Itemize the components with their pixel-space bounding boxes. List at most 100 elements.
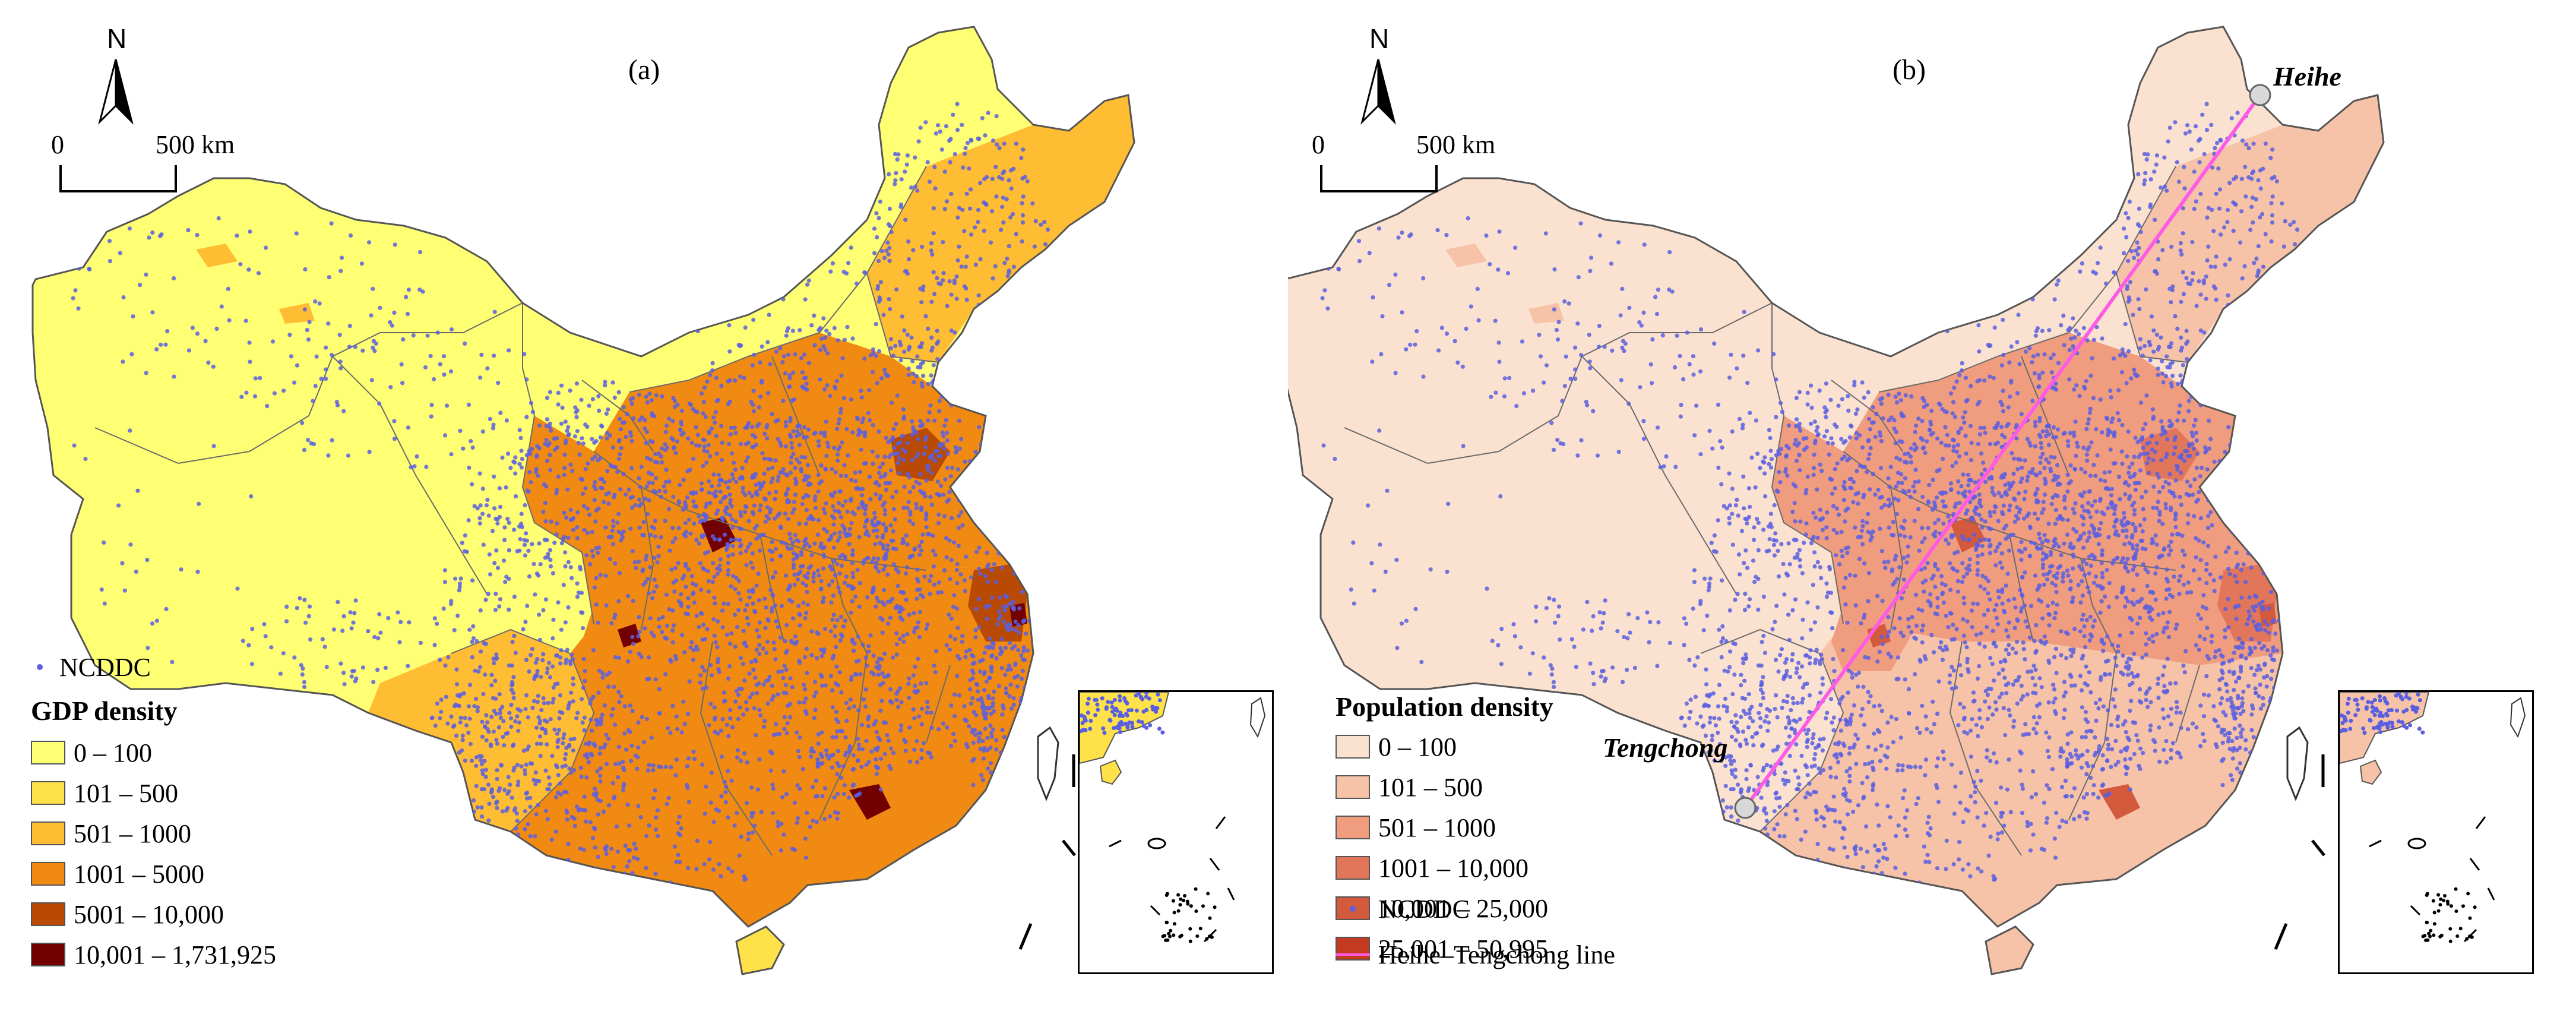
- ncddc-point: [996, 776, 1001, 781]
- ncddc-point: [1908, 495, 1913, 500]
- ncddc-point: [766, 391, 771, 396]
- province-boundary: [332, 356, 488, 595]
- ncddc-point: [918, 125, 923, 130]
- ncddc-point: [866, 649, 871, 654]
- ncddc-point: [630, 634, 635, 639]
- ncddc-point: [941, 271, 946, 276]
- ncddc-point: [783, 683, 788, 687]
- ncddc-point: [470, 759, 474, 763]
- ncddc-point: [717, 538, 722, 542]
- ncddc-point: [1108, 718, 1113, 723]
- ncddc-point: [698, 561, 703, 565]
- ncddc-point: [641, 520, 646, 525]
- ncddc-point: [2124, 528, 2129, 533]
- ncddc-point: [1922, 565, 1927, 571]
- ncddc-point: [800, 767, 805, 772]
- ncddc-point: [1994, 707, 1999, 712]
- ncddc-point: [596, 854, 600, 860]
- ncddc-point: [1020, 220, 1026, 225]
- ncddc-point: [647, 823, 651, 828]
- ncddc-point: [471, 636, 476, 641]
- ncddc-point: [784, 691, 789, 696]
- ncddc-point: [745, 455, 750, 460]
- ncddc-point: [2054, 590, 2059, 595]
- ncddc-point: [663, 764, 668, 769]
- ncddc-point: [763, 519, 768, 525]
- ncddc-point: [670, 703, 675, 708]
- ncddc-point: [628, 703, 632, 708]
- ncddc-point: [628, 759, 634, 763]
- ncddc-point: [694, 583, 698, 587]
- ncddc-point: [877, 349, 882, 354]
- ncddc-point: [548, 453, 552, 457]
- ncddc-point: [621, 783, 626, 788]
- ncddc-point: [805, 602, 810, 607]
- ncddc-point: [942, 423, 947, 428]
- ncddc-point: [989, 654, 994, 659]
- ncddc-point: [663, 489, 667, 494]
- ncddc-point: [754, 733, 758, 738]
- ncddc-point: [837, 489, 842, 494]
- ncddc-point: [1878, 526, 1882, 531]
- ncddc-point: [535, 700, 540, 704]
- ncddc-point: [412, 464, 417, 469]
- ncddc-point: [842, 580, 847, 585]
- ncddc-point: [855, 568, 860, 573]
- ncddc-point: [581, 625, 586, 631]
- ncddc-point: [727, 349, 732, 354]
- ncddc-point: [834, 664, 839, 669]
- ncddc-point: [1961, 820, 1966, 824]
- ncddc-point: [2079, 765, 2084, 770]
- ncddc-point: [33, 539, 38, 544]
- ncddc-point: [1707, 581, 1712, 586]
- province-boundary: [2175, 665, 2200, 743]
- ncddc-point: [926, 464, 931, 469]
- ncddc-point: [767, 280, 772, 285]
- ncddc-point: [963, 655, 968, 659]
- ncddc-point: [2038, 460, 2043, 465]
- ncddc-point: [501, 558, 507, 563]
- ncddc-point: [654, 393, 659, 398]
- ncddc-point: [549, 428, 553, 433]
- ncddc-point: [338, 366, 343, 371]
- ncddc-point: [986, 110, 990, 115]
- ncddc-point: [524, 453, 529, 457]
- ncddc-point: [1943, 583, 1948, 587]
- ncddc-point: [894, 642, 899, 647]
- ncddc-point: [634, 846, 638, 851]
- ncddc-point: [479, 649, 483, 654]
- ncddc-point: [1930, 507, 1935, 512]
- ncddc-point: [480, 486, 485, 491]
- ncddc-point: [792, 848, 797, 852]
- ncddc-point: [876, 429, 881, 434]
- ncddc-point: [567, 432, 571, 437]
- ncddc-point: [875, 454, 880, 459]
- ncddc-point: [944, 388, 948, 394]
- ncddc-point: [1804, 764, 1809, 769]
- ncddc-point: [1114, 706, 1118, 711]
- ncddc-point: [1020, 239, 1024, 244]
- ncddc-point: [956, 544, 961, 548]
- ncddc-point: [546, 443, 550, 448]
- ncddc-point: [1020, 176, 1025, 181]
- ncddc-point: [861, 416, 866, 421]
- ncddc-point: [878, 615, 883, 620]
- ncddc-point: [600, 486, 605, 491]
- legend-swatch: [31, 822, 65, 845]
- ncddc-point: [1758, 466, 1762, 470]
- ncddc-point: [610, 706, 615, 712]
- ncddc-point: [575, 525, 580, 530]
- ncddc-point: [568, 507, 573, 512]
- ncddc-point: [1842, 845, 1847, 850]
- ncddc-point: [320, 637, 325, 642]
- ncddc-point: [562, 472, 567, 478]
- ncddc-point: [886, 672, 891, 677]
- ncddc-point: [931, 533, 935, 538]
- ncddc-point: [1998, 541, 2002, 546]
- ncddc-point: [843, 753, 848, 758]
- ncddc-point: [888, 307, 893, 311]
- ncddc-point: [664, 636, 669, 641]
- ncddc-point: [719, 874, 723, 879]
- ncddc-point: [994, 114, 999, 119]
- ncddc-point: [663, 519, 667, 523]
